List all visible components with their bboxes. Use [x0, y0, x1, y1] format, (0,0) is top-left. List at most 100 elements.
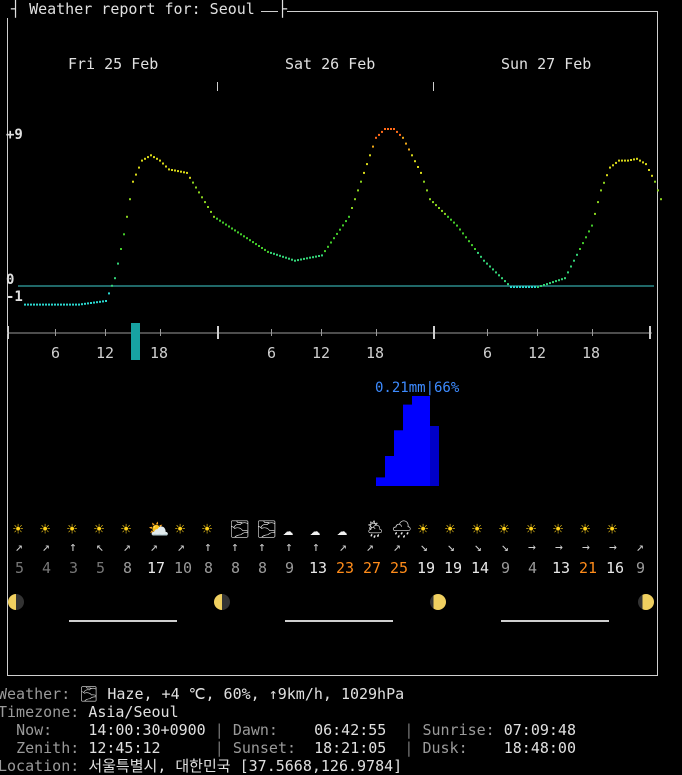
frame-title: ┤ Weather report for: Seoul	[7, 0, 261, 18]
sun-icon: ☀	[67, 520, 78, 540]
temperature-point	[567, 271, 569, 274]
temperature-point	[441, 209, 443, 212]
precipitation-bar	[394, 430, 403, 486]
report-frame	[7, 11, 658, 676]
temperature-point	[396, 130, 398, 133]
temperature-point	[42, 303, 44, 306]
temperature-point	[627, 159, 629, 162]
temperature-point	[390, 128, 392, 130]
temperature-point	[507, 283, 509, 286]
timezone-key: Timezone:	[0, 703, 80, 721]
temperature-point	[204, 201, 206, 204]
wind-direction-icon: ↑	[285, 540, 293, 555]
temperature-point	[516, 286, 518, 288]
sun-icon: ☀	[499, 520, 510, 540]
temperature-point	[453, 221, 455, 224]
temperature-point	[468, 240, 470, 243]
precipitation-bar	[412, 396, 421, 486]
day-label-3: Sun 27 Feb	[501, 55, 592, 73]
wind-speed: 19	[444, 559, 463, 577]
temperature-point	[300, 258, 302, 261]
fog-icon: 🌫	[256, 520, 278, 540]
temperature-point	[648, 169, 650, 171]
temperature-point	[360, 180, 362, 183]
day-label-1: Fri 25 Feb	[68, 55, 159, 73]
temperature-point	[258, 245, 260, 247]
temperature-point	[408, 148, 410, 151]
wind-speed: 5	[96, 559, 106, 577]
partly-cloudy-icon: ⛅	[148, 520, 170, 540]
hour-label: 6	[51, 344, 61, 362]
temperature-point	[591, 224, 593, 227]
temperature-point	[126, 215, 128, 218]
hour-tick	[160, 329, 161, 336]
temperature-point	[558, 279, 560, 282]
sunset-key: Sunset:	[232, 739, 297, 757]
temp-max-label: +9	[6, 127, 23, 143]
temperature-point	[180, 170, 182, 173]
day-label-2: Sat 26 Feb	[285, 55, 376, 73]
temperature-point	[564, 277, 566, 280]
temperature-point	[495, 271, 497, 274]
temperature-point	[261, 247, 263, 249]
weather-value: 🌫 Haze, +4 ℃, 60%, ↑9km/h, 1029hPa	[79, 685, 405, 703]
zenith-key: Zenith:	[16, 739, 80, 757]
temperature-point	[48, 303, 50, 306]
timezone-line: Timezone: Asia/Seoul	[0, 703, 179, 721]
temperature-point	[537, 286, 539, 288]
precipitation-bar	[403, 404, 412, 486]
hour-label: 12	[312, 344, 331, 362]
sun-icon: ☀	[202, 520, 213, 540]
temperature-point	[60, 303, 62, 306]
wind-speed: 8	[231, 559, 241, 577]
wind-direction-icon: →	[555, 540, 563, 555]
sun-icon: ☀	[121, 520, 132, 540]
temperature-point	[51, 303, 53, 306]
zenith-value: 12:45:12	[88, 739, 161, 757]
temperature-point	[492, 268, 494, 271]
temperature-point	[285, 256, 287, 259]
wind-direction-icon: ↗	[177, 540, 185, 555]
wind-speed: 9	[285, 559, 295, 577]
temperature-point	[321, 254, 323, 257]
weather-key: Weather:	[0, 685, 71, 703]
temperature-point	[480, 255, 482, 258]
temperature-point	[405, 142, 407, 145]
wind-speed: 21	[579, 559, 598, 577]
temperature-series	[24, 128, 662, 306]
daylight-bar	[501, 620, 609, 622]
sun-icon: ☀	[472, 520, 483, 540]
now-key: Now:	[16, 721, 53, 739]
temperature-point	[387, 128, 389, 130]
sun-icon: ☀	[418, 520, 429, 540]
wind-direction-icon: ↗	[150, 540, 158, 555]
temperature-point	[609, 166, 611, 169]
temperature-point	[105, 300, 107, 302]
wind-direction-icon: ↘	[447, 540, 455, 555]
wind-direction-icon: ↗	[15, 540, 23, 555]
wind-speed: 27	[363, 559, 382, 577]
sunrise-value: 07:09:48	[503, 721, 576, 739]
temperature-point	[96, 301, 98, 304]
wind-direction-icon: ↑	[258, 540, 266, 555]
wind-speed: 14	[471, 559, 490, 577]
current-weather-line: Weather: 🌫 Haze, +4 ℃, 60%, ↑9km/h, 1029…	[0, 685, 404, 703]
temperature-point	[78, 303, 80, 306]
hour-label: 12	[96, 344, 115, 362]
temperature-point	[351, 207, 353, 209]
temperature-point	[357, 189, 359, 192]
hour-tick	[592, 329, 593, 336]
temperature-point	[315, 255, 317, 258]
sun-icon: ☀	[13, 520, 24, 540]
temperature-point	[312, 256, 314, 259]
temperature-point	[339, 228, 341, 231]
sun-icon: ☀	[94, 520, 105, 540]
sun-icon: ☀	[175, 520, 186, 540]
temperature-point	[639, 159, 641, 162]
temperature-point	[489, 265, 491, 268]
temperature-point	[150, 154, 152, 157]
hour-tick	[376, 329, 377, 336]
temperature-point	[93, 301, 95, 304]
temperature-point	[138, 166, 140, 169]
temperature-point	[270, 251, 272, 254]
